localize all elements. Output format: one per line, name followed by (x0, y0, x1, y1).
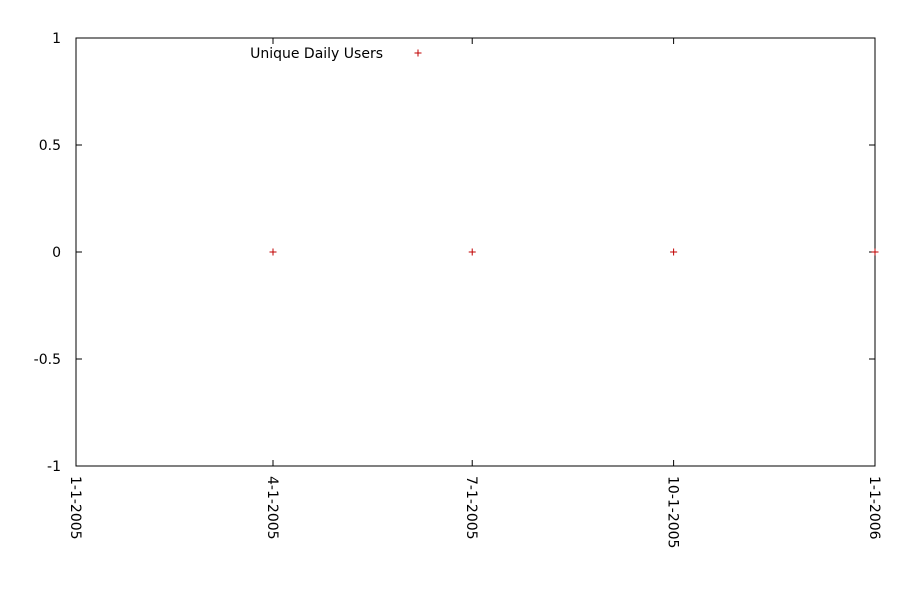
y-axis: 1 0.5 0 -0.5 -1 (34, 31, 875, 475)
data-point (269, 248, 277, 256)
x-tick-label: 1-1-2006 (866, 476, 882, 540)
y-tick-label: -0.5 (34, 352, 61, 368)
y-tick-label: -1 (47, 459, 61, 475)
legend-label: Unique Daily Users (250, 46, 383, 62)
legend-plus-icon (414, 49, 422, 57)
data-point (670, 248, 678, 256)
x-tick-label: 7-1-2005 (463, 476, 479, 540)
data-points (269, 248, 879, 256)
y-tick-label: 0.5 (39, 138, 61, 154)
x-tick-label: 4-1-2005 (264, 476, 280, 540)
y-tick-label: 0 (52, 245, 61, 261)
data-point (871, 248, 879, 256)
x-tick-label: 10-1-2005 (665, 476, 681, 548)
data-point (468, 248, 476, 256)
x-axis: 1-1-2005 4-1-2005 7-1-2005 10-1-2005 1-1-200… (67, 38, 882, 548)
legend: Unique Daily Users (250, 46, 422, 62)
legend-marker (414, 49, 422, 57)
x-tick-label: 1-1-2005 (67, 476, 83, 540)
y-tick-label: 1 (52, 31, 61, 47)
